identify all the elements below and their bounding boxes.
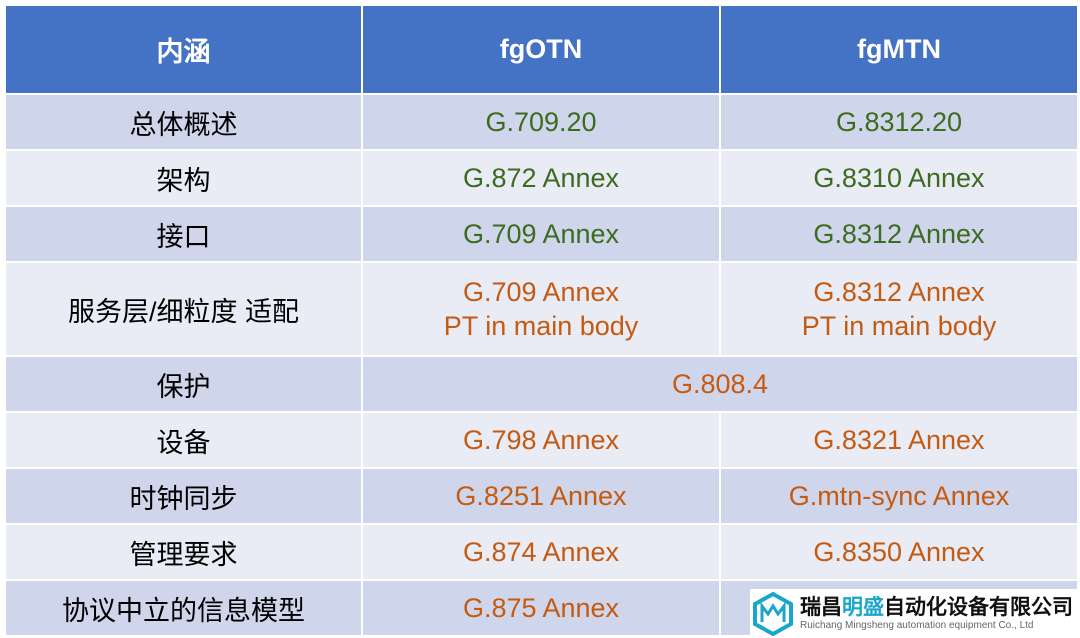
cell-line: G.8312 Annex xyxy=(813,219,985,249)
row-label: 接口 xyxy=(4,205,363,263)
fgmtn-cell: G.8310 Annex xyxy=(719,149,1079,207)
row-label: 管理要求 xyxy=(4,523,363,581)
table-row: 服务层/细粒度 适配 G.709 Annex PT in main body G.83… xyxy=(4,261,1079,357)
fgmtn-cell: G.8312.20 xyxy=(719,93,1079,151)
company-logo: 瑞昌明盛自动化设备有限公司 Ruichang Mingsheng automat… xyxy=(750,589,1080,638)
row-label: 服务层/细粒度 适配 xyxy=(4,261,363,357)
cell-line: G.709 Annex xyxy=(462,277,620,307)
cell-line: G.mtn-sync Annex xyxy=(788,481,1010,511)
cell-line: G.874 Annex xyxy=(462,537,620,567)
cell-line: G.8350 Annex xyxy=(813,537,985,567)
fgmtn-cell: G.8312 Annex xyxy=(719,205,1079,263)
table-row: 接口 G.709 Annex G.8312 Annex xyxy=(4,205,1079,263)
cell-line: G.8310 Annex xyxy=(813,163,985,193)
standards-table: 内涵 fgOTN fgMTN 总体概述 G.709.20 G.8312.20 架构 G.… xyxy=(4,4,1079,637)
row-label: 协议中立的信息模型 xyxy=(4,579,363,637)
cell-line: G.8312 Annex xyxy=(813,277,985,307)
fgmtn-cell: G.8321 Annex xyxy=(719,411,1079,469)
row-label: 时钟同步 xyxy=(4,467,363,525)
fgmtn-cell: G.mtn-sync Annex xyxy=(719,467,1079,525)
fgotn-cell: G.8251 Annex xyxy=(361,467,721,525)
row-label: 保护 xyxy=(4,355,363,413)
row-label: 架构 xyxy=(4,149,363,207)
merged-standard-cell: G.808.4 xyxy=(361,355,1079,413)
fgotn-cell: G.709 Annex PT in main body xyxy=(361,261,721,357)
fgotn-cell: G.872 Annex xyxy=(361,149,721,207)
cell-line: G.8321 Annex xyxy=(813,425,985,455)
table-row: 总体概述 G.709.20 G.8312.20 xyxy=(4,93,1079,151)
table-row: 设备 G.798 Annex G.8321 Annex xyxy=(4,411,1079,469)
row-label: 总体概述 xyxy=(4,93,363,151)
cell-line: G.798 Annex xyxy=(462,425,620,455)
header-col-content: 内涵 xyxy=(4,4,363,95)
cell-line: G.709 Annex xyxy=(462,219,620,249)
header-row: 内涵 fgOTN fgMTN xyxy=(4,4,1079,95)
fgotn-cell: G.798 Annex xyxy=(361,411,721,469)
table-row: 架构 G.872 Annex G.8310 Annex xyxy=(4,149,1079,207)
table-row: 保护 G.808.4 xyxy=(4,355,1079,413)
cell-line: G.875 Annex xyxy=(462,593,620,623)
fgmtn-cell: G.8350 Annex xyxy=(719,523,1079,581)
fgmtn-cell: G.8312 Annex PT in main body xyxy=(719,261,1079,357)
cell-line: G.709.20 xyxy=(485,107,597,137)
row-label: 设备 xyxy=(4,411,363,469)
cell-line: PT in main body xyxy=(443,311,639,341)
fgotn-cell: G.709.20 xyxy=(361,93,721,151)
fgotn-cell: G.874 Annex xyxy=(361,523,721,581)
cell-line: G.8312.20 xyxy=(835,107,963,137)
table-row: 时钟同步 G.8251 Annex G.mtn-sync Annex xyxy=(4,467,1079,525)
cell-line: G.8251 Annex xyxy=(455,481,627,511)
fgotn-cell: G.709 Annex xyxy=(361,205,721,263)
header-col-fgmtn: fgMTN xyxy=(719,4,1079,95)
company-english-name: Ruichang Mingsheng automation equipment … xyxy=(800,619,1034,631)
cell-line: PT in main body xyxy=(801,311,997,341)
fgotn-cell: G.875 Annex xyxy=(361,579,721,637)
hexagon-mm-logo-icon xyxy=(753,591,793,636)
company-name: 瑞昌明盛自动化设备有限公司 xyxy=(800,595,1073,619)
cell-line: G.872 Annex xyxy=(462,163,620,193)
table-row: 管理要求 G.874 Annex G.8350 Annex xyxy=(4,523,1079,581)
header-col-fgotn: fgOTN xyxy=(361,4,721,95)
